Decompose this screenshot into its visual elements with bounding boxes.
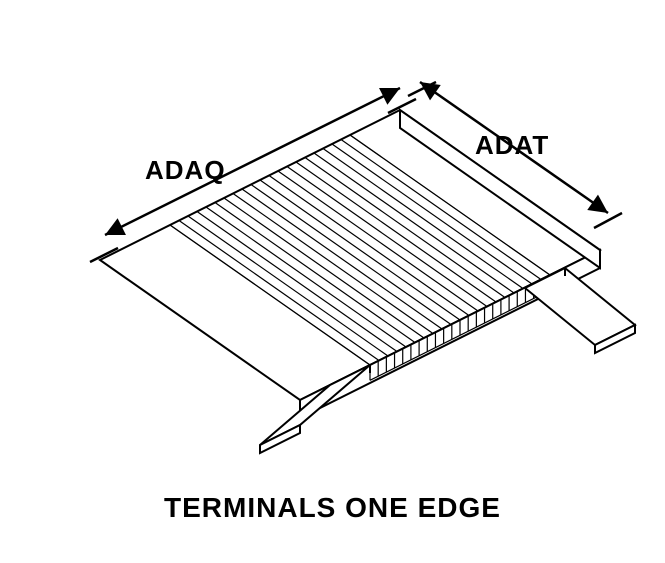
dimension-label-length: ADAQ [145, 155, 226, 186]
diagram-caption: TERMINALS ONE EDGE [0, 492, 665, 524]
diagram-svg [0, 0, 665, 563]
dimension-label-width: ADAT [475, 130, 549, 161]
diagram-canvas: ADAQ ADAT TERMINALS ONE EDGE [0, 0, 665, 563]
